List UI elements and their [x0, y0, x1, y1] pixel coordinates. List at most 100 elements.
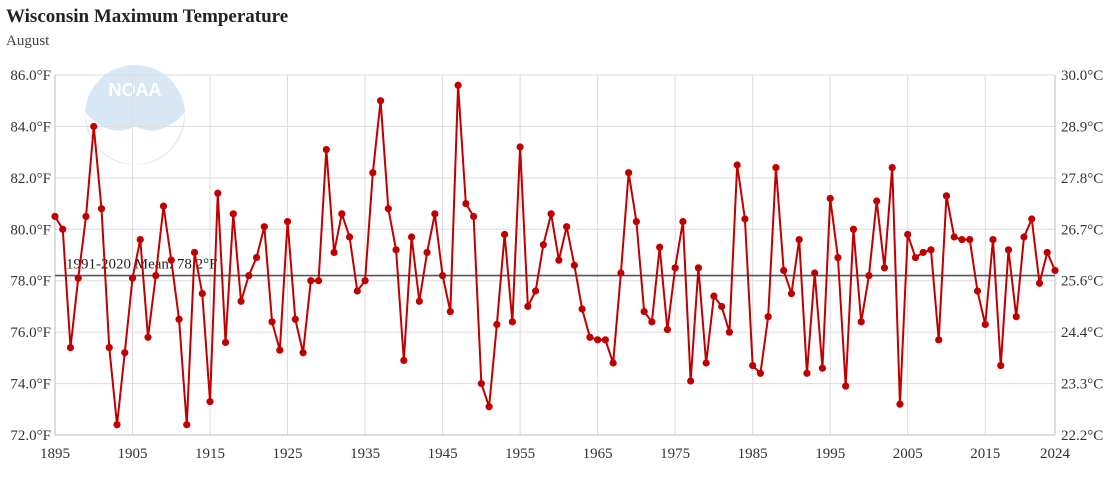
data-point — [547, 210, 555, 218]
data-point — [283, 217, 292, 226]
data-point — [314, 277, 323, 285]
x-tick-label: 1995 — [815, 446, 845, 462]
y-tick-label-right: 23.3°C — [1061, 377, 1103, 393]
data-point — [438, 271, 447, 280]
x-tick-label: 1935 — [350, 446, 380, 462]
data-point — [345, 233, 354, 241]
data-point — [260, 223, 268, 231]
data-point — [221, 338, 230, 347]
data-point — [718, 302, 726, 311]
data-point — [1043, 248, 1051, 257]
data-point — [493, 320, 501, 329]
data-point — [741, 215, 749, 223]
data-point — [268, 318, 276, 326]
data-point — [477, 379, 485, 388]
data-point — [966, 235, 974, 244]
data-point — [1028, 215, 1036, 223]
data-point — [376, 97, 385, 105]
x-tick-label: 1905 — [118, 446, 148, 462]
data-point — [206, 397, 214, 406]
data-point — [392, 246, 400, 254]
data-point — [935, 336, 943, 344]
x-tick-label: 1895 — [40, 446, 70, 462]
data-point — [826, 194, 834, 203]
data-point — [710, 292, 718, 300]
data-point — [159, 202, 168, 210]
data-point — [942, 192, 951, 200]
data-point — [322, 145, 330, 154]
data-point — [245, 271, 253, 280]
data-point — [167, 256, 175, 264]
data-point — [446, 307, 454, 316]
data-point — [919, 248, 927, 257]
data-point — [90, 122, 98, 131]
data-point — [198, 289, 206, 298]
y-tick-label-right: 27.8°C — [1061, 171, 1103, 187]
data-point — [384, 205, 392, 213]
data-point — [648, 318, 656, 326]
data-point — [175, 315, 183, 323]
data-point — [51, 212, 59, 221]
data-point — [687, 377, 695, 385]
x-tick-label: 2024 — [1040, 446, 1071, 462]
chart-subtitle: August — [6, 33, 50, 49]
y-tick-label-left: 78.0°F — [10, 274, 51, 290]
x-tick-label: 1955 — [505, 446, 535, 462]
data-point — [617, 269, 625, 277]
x-tick-label: 1975 — [660, 446, 690, 462]
data-point — [640, 307, 648, 316]
data-point — [237, 297, 245, 305]
data-point — [338, 210, 346, 218]
data-point — [524, 302, 532, 311]
data-point — [625, 169, 633, 177]
data-point — [811, 269, 819, 277]
y-tick-label-right: 25.6°C — [1061, 274, 1103, 290]
data-point — [276, 346, 284, 354]
data-point — [586, 333, 594, 341]
data-point — [888, 163, 896, 172]
data-point — [532, 287, 540, 295]
data-point — [834, 253, 842, 262]
data-point — [725, 328, 734, 336]
data-point — [849, 225, 858, 233]
data-point — [539, 241, 547, 249]
y-tick-label-right: 24.4°C — [1061, 325, 1103, 341]
data-point — [911, 253, 920, 262]
y-tick-label-left: 80.0°F — [10, 222, 51, 238]
data-point — [803, 369, 811, 377]
data-point — [307, 277, 315, 285]
data-point — [950, 233, 958, 241]
data-point — [749, 361, 757, 370]
y-tick-label-left: 86.0°F — [10, 68, 51, 84]
x-tick-label: 1985 — [738, 446, 768, 462]
data-point — [733, 161, 741, 169]
data-point — [563, 223, 571, 231]
data-point — [423, 248, 431, 257]
data-point — [764, 313, 772, 321]
y-tick-label-right: 30.0°C — [1061, 68, 1103, 84]
data-point — [656, 243, 664, 251]
data-point — [989, 235, 997, 244]
data-point — [594, 336, 602, 344]
data-point — [59, 225, 67, 233]
data-point — [136, 235, 144, 244]
data-point — [82, 212, 90, 221]
data-point — [121, 349, 129, 357]
series-line — [54, 85, 1056, 425]
data-point — [702, 359, 710, 367]
data-point — [795, 235, 803, 244]
data-point — [454, 81, 462, 89]
svg-text:NOAA: NOAA — [109, 80, 162, 100]
x-tick-label: 1945 — [428, 446, 458, 462]
data-point — [214, 189, 222, 197]
data-point — [756, 369, 765, 377]
data-point — [190, 248, 199, 257]
data-point — [1004, 246, 1013, 254]
data-point — [904, 230, 912, 239]
data-point — [787, 289, 796, 298]
y-tick-label-left: 82.0°F — [10, 171, 51, 187]
data-point — [973, 287, 982, 295]
data-point — [330, 248, 338, 257]
y-tick-label-right: 22.2°C — [1061, 428, 1103, 444]
